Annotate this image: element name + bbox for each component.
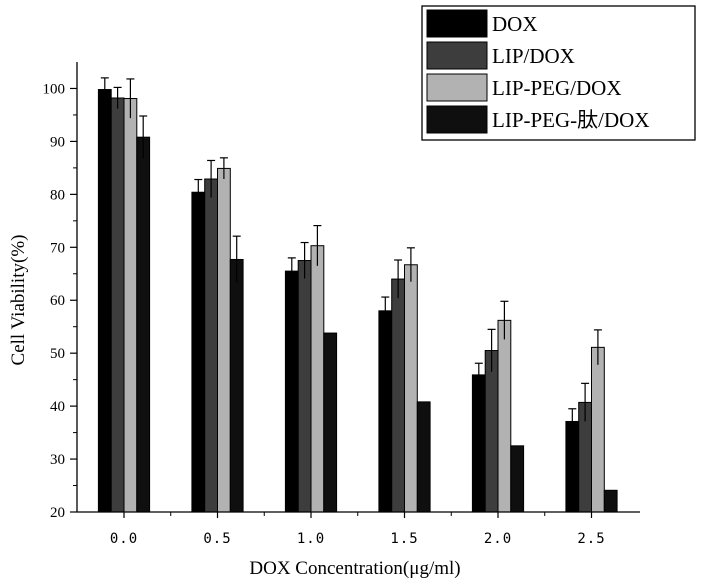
- bar: [192, 192, 205, 512]
- bar: [592, 347, 605, 512]
- bar: [405, 265, 418, 512]
- legend-swatch: [427, 42, 487, 69]
- bar: [392, 279, 405, 512]
- bar: [98, 90, 111, 512]
- legend-label: LIP/DOX: [492, 44, 575, 68]
- bar: [230, 259, 243, 512]
- x-tick-label: 1.0: [297, 531, 325, 547]
- legend-label: LIP-PEG-肽/DOX: [492, 108, 650, 132]
- y-tick-label: 60: [50, 293, 65, 309]
- legend-label: LIP-PEG/DOX: [492, 76, 622, 100]
- bar: [124, 99, 137, 512]
- bar: [324, 333, 337, 512]
- y-ticks: 20 30 40 50 60 70 80 90 100: [43, 81, 78, 521]
- bar: [511, 446, 524, 512]
- legend: DOX LIP/DOX LIP-PEG/DOX LIP-PEG-肽/DOX: [422, 6, 695, 140]
- legend-label: DOX: [492, 12, 538, 36]
- bar: [379, 311, 392, 512]
- bar: [218, 168, 231, 512]
- bar: [485, 351, 498, 512]
- bar: [111, 98, 124, 512]
- y-tick-label: 90: [50, 134, 65, 150]
- legend-swatch: [427, 10, 487, 37]
- bar-chart: 20 30 40 50 60 70 80 90 100 0.0 0.5 1.0 1.5 2.0 2.5 D…: [0, 0, 702, 585]
- bar: [137, 137, 150, 512]
- x-ticks: 0.0 0.5 1.0 1.5 2.0 2.5: [110, 512, 606, 547]
- y-tick-label: 100: [43, 81, 66, 97]
- x-tick-label: 0.0: [110, 531, 138, 547]
- y-tick-label: 40: [50, 399, 65, 415]
- bar: [298, 261, 311, 512]
- y-tick-label: 80: [50, 187, 65, 203]
- bar: [285, 271, 298, 512]
- x-tick-label: 1.5: [390, 531, 418, 547]
- x-tick-label: 0.5: [203, 531, 231, 547]
- x-tick-label: 2.0: [484, 531, 512, 547]
- bar: [472, 375, 485, 512]
- bar: [566, 421, 579, 512]
- bar: [604, 490, 617, 512]
- x-tick-label: 2.5: [577, 531, 605, 547]
- legend-swatch: [427, 106, 487, 133]
- y-tick-label: 50: [50, 346, 65, 362]
- x-axis-title: DOX Concentration(μg/ml): [249, 558, 460, 579]
- y-tick-label: 20: [50, 505, 65, 521]
- bar: [311, 246, 324, 512]
- bars-layer: [98, 78, 617, 512]
- legend-swatch: [427, 74, 487, 101]
- y-tick-label: 70: [50, 240, 65, 256]
- bar: [205, 179, 218, 512]
- bar: [498, 320, 511, 512]
- y-tick-label: 30: [50, 452, 65, 468]
- bar: [417, 402, 430, 512]
- y-axis-title: Cell Viability(%): [8, 235, 29, 366]
